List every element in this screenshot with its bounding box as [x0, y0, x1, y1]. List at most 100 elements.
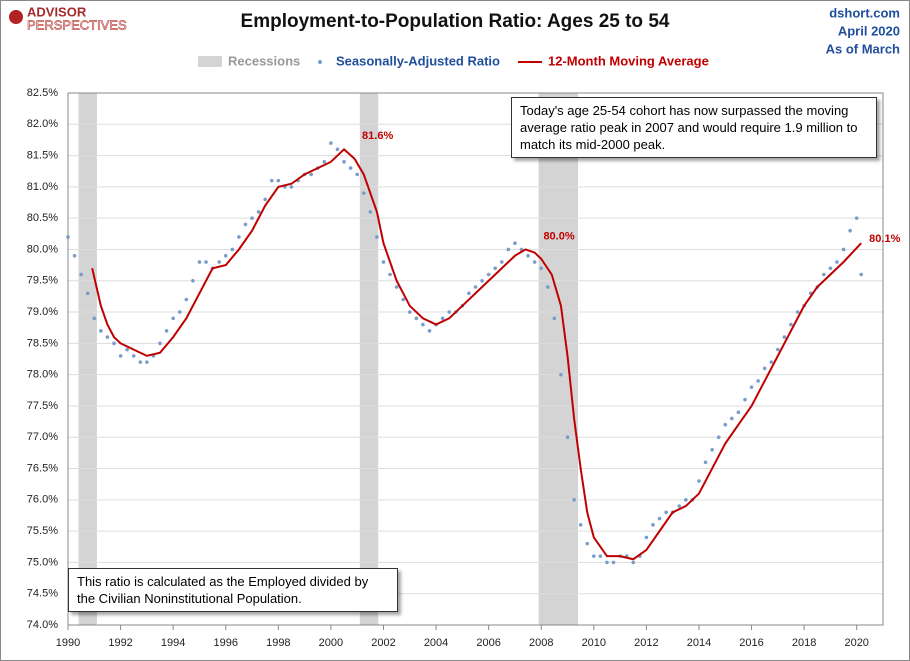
data-point	[664, 510, 668, 515]
data-point	[506, 247, 511, 252]
data-point	[79, 272, 83, 277]
data-point	[243, 222, 248, 227]
recession-band	[538, 93, 579, 625]
data-point	[131, 354, 136, 358]
x-tick-label: 2004	[424, 637, 448, 649]
logo-icon	[9, 10, 23, 24]
y-tick-label: 77.5%	[27, 400, 58, 412]
data-label: 80.1%	[869, 233, 900, 245]
y-tick-label: 76.5%	[27, 462, 58, 474]
data-point	[513, 241, 517, 246]
y-tick-label: 75.5%	[27, 525, 58, 537]
data-point	[112, 341, 116, 346]
data-point	[414, 316, 419, 321]
data-point	[92, 316, 97, 321]
data-point	[854, 216, 859, 220]
legend-swatch	[198, 56, 222, 67]
data-point	[716, 435, 721, 440]
data-point	[644, 535, 649, 540]
y-tick-label: 77.0%	[27, 431, 58, 443]
data-point	[223, 253, 228, 258]
x-tick-label: 2018	[792, 637, 816, 649]
data-point	[828, 266, 833, 271]
data-point	[822, 272, 826, 277]
logo-bottom: PERSPECTIVES	[27, 17, 127, 32]
y-tick-label: 79.5%	[27, 275, 58, 287]
data-point	[447, 310, 452, 314]
date: April 2020	[838, 23, 900, 38]
data-point	[467, 291, 471, 296]
data-point	[105, 335, 110, 339]
data-point	[703, 460, 708, 465]
y-tick-label: 81.0%	[27, 181, 58, 193]
y-tick-label: 76.0%	[27, 494, 58, 506]
data-point	[631, 560, 636, 565]
data-point	[263, 197, 267, 202]
data-point	[598, 554, 603, 558]
data-point	[184, 297, 189, 302]
data-point	[407, 310, 412, 314]
data-point	[736, 410, 741, 415]
data-point	[493, 266, 498, 271]
data-point	[539, 266, 544, 271]
data-point	[559, 372, 563, 377]
chart-title: Employment-to-Population Ratio: Ages 25 …	[241, 11, 670, 32]
data-point	[217, 260, 221, 264]
data-point	[355, 172, 359, 177]
data-point	[197, 260, 202, 264]
data-point	[499, 260, 504, 264]
x-tick-label: 2002	[371, 637, 395, 649]
data-label: 80.0%	[543, 230, 574, 242]
data-point	[572, 498, 576, 502]
data-point	[164, 329, 169, 333]
data-point	[592, 554, 596, 558]
x-tick-label: 1996	[213, 637, 237, 649]
data-point	[145, 360, 149, 364]
moving-average-line	[91, 147, 862, 561]
x-tick-label: 2012	[634, 637, 658, 649]
x-tick-label: 1994	[161, 637, 185, 649]
data-point	[204, 260, 208, 264]
data-point	[191, 278, 195, 283]
data-point	[782, 335, 787, 339]
data-point	[256, 210, 261, 214]
x-tick-label: 2020	[844, 637, 868, 649]
data-point	[723, 422, 728, 427]
data-point	[848, 228, 852, 233]
legend-label: 12-Month Moving Average	[548, 53, 709, 68]
data-point	[480, 278, 484, 283]
data-point	[835, 260, 839, 264]
data-point	[743, 397, 747, 402]
data-point	[99, 329, 103, 333]
data-point	[789, 322, 793, 327]
data-point	[749, 385, 754, 389]
x-tick-label: 1990	[56, 637, 80, 649]
x-tick-label: 2016	[739, 637, 763, 649]
data-point	[841, 247, 846, 252]
data-point	[585, 541, 590, 546]
data-point	[545, 285, 550, 289]
recession-band	[78, 93, 97, 625]
x-tick-label: 2006	[476, 637, 500, 649]
x-tick-label: 2010	[582, 637, 606, 649]
data-point	[342, 160, 346, 164]
data-point	[276, 178, 281, 183]
data-point	[552, 316, 557, 321]
data-point	[289, 185, 294, 189]
data-point	[138, 360, 143, 364]
recession-band	[359, 93, 379, 625]
data-point	[710, 447, 714, 452]
note-box: This ratio is calculated as the Employed…	[68, 568, 398, 612]
y-tick-label: 78.0%	[27, 369, 58, 381]
y-tick-label: 81.5%	[27, 149, 58, 161]
data-point	[605, 560, 609, 565]
data-point	[651, 523, 655, 527]
y-tick-label: 74.0%	[27, 619, 58, 631]
y-tick-label: 78.5%	[27, 337, 58, 349]
data-point	[394, 285, 399, 289]
data-point	[697, 479, 701, 483]
data-point	[578, 523, 583, 527]
data-point	[72, 253, 77, 258]
y-tick-label: 74.5%	[27, 588, 58, 600]
data-point	[762, 366, 767, 371]
